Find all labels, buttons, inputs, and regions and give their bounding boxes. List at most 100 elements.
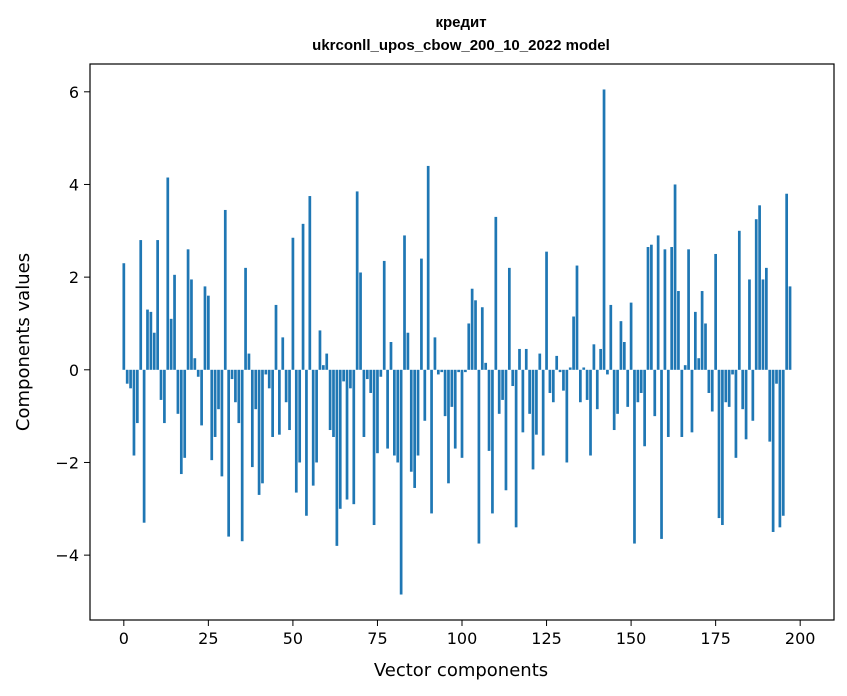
bar xyxy=(670,247,674,370)
bar xyxy=(514,369,518,528)
bar xyxy=(646,247,650,370)
bar xyxy=(497,369,501,414)
bar xyxy=(484,362,488,370)
bar xyxy=(288,369,291,431)
bar xyxy=(487,369,491,451)
y-axis-label: Components values xyxy=(13,253,34,431)
bar xyxy=(609,304,613,370)
bar xyxy=(765,267,768,370)
bar xyxy=(633,369,636,544)
bar xyxy=(663,249,667,370)
bar xyxy=(754,219,758,370)
bar xyxy=(142,369,146,523)
bar xyxy=(761,279,765,370)
bar xyxy=(349,369,352,389)
bar xyxy=(254,369,258,410)
bar xyxy=(237,369,241,424)
bar xyxy=(491,369,494,514)
bar xyxy=(748,279,751,370)
bar xyxy=(257,369,261,495)
bar xyxy=(771,369,775,532)
bar xyxy=(152,332,156,370)
bar xyxy=(284,369,288,403)
bar xyxy=(396,369,400,463)
bar xyxy=(721,369,724,526)
bar xyxy=(619,321,623,370)
bar xyxy=(129,369,132,389)
bar xyxy=(751,369,755,421)
chart-subtitle: ukrconll_upos_cbow_200_10_2022 model xyxy=(312,37,610,54)
bar xyxy=(582,367,586,370)
bar xyxy=(135,369,139,424)
bar xyxy=(460,369,464,458)
bar xyxy=(382,260,386,370)
bar xyxy=(409,369,413,472)
bar xyxy=(271,369,274,437)
bar xyxy=(173,274,176,370)
bar xyxy=(453,369,457,449)
bar xyxy=(447,369,450,484)
bar xyxy=(714,253,717,370)
bar xyxy=(244,267,247,370)
bar xyxy=(710,369,714,412)
bar xyxy=(355,191,359,370)
bar xyxy=(511,369,515,387)
y-tick-label: 0 xyxy=(69,361,79,380)
bar xyxy=(247,353,251,370)
y-axis-ticks: −4 −2 0 2 4 6 xyxy=(55,83,90,565)
bar xyxy=(457,369,460,373)
bar xyxy=(436,369,440,375)
bar xyxy=(328,369,332,431)
bar xyxy=(156,240,159,370)
plot-frame xyxy=(89,63,835,621)
bar xyxy=(687,249,690,370)
bar xyxy=(507,267,511,370)
x-tick-label: 200 xyxy=(785,629,816,648)
bar xyxy=(697,358,701,370)
bar xyxy=(362,369,366,437)
bar xyxy=(521,369,525,433)
x-axis-ticks: 0 25 50 75 100 125 150 175 200 xyxy=(119,620,816,648)
bar xyxy=(183,369,187,458)
bar xyxy=(467,323,471,370)
x-tick-label: 75 xyxy=(367,629,387,648)
bar xyxy=(217,369,220,410)
bar xyxy=(291,237,295,370)
bar xyxy=(234,369,237,403)
bar xyxy=(335,369,339,546)
x-tick-label: 100 xyxy=(447,629,478,648)
bar xyxy=(518,348,521,370)
bar xyxy=(139,240,143,370)
bar xyxy=(768,369,772,442)
bar xyxy=(717,369,721,519)
bar xyxy=(386,369,389,449)
bar xyxy=(528,369,531,414)
bar xyxy=(308,196,312,370)
bar xyxy=(541,369,545,456)
bar xyxy=(159,369,163,400)
bar xyxy=(311,369,315,486)
bar xyxy=(223,209,227,370)
bar xyxy=(612,369,616,431)
bar xyxy=(535,369,538,435)
bar xyxy=(210,369,214,461)
bar xyxy=(683,365,687,370)
bar xyxy=(163,369,166,424)
bar xyxy=(629,302,633,370)
bar xyxy=(146,309,149,370)
bar xyxy=(785,193,789,370)
bar xyxy=(372,369,376,526)
bar xyxy=(315,369,318,463)
x-axis-label: Vector components xyxy=(374,660,548,681)
bar xyxy=(551,369,555,403)
bar xyxy=(470,288,474,370)
bar xyxy=(399,369,403,595)
bar xyxy=(731,369,734,375)
bar xyxy=(595,369,599,410)
bar xyxy=(169,318,173,370)
x-tick-label: 125 xyxy=(531,629,562,648)
bar xyxy=(166,177,170,370)
bar xyxy=(643,369,646,447)
bar xyxy=(656,235,660,370)
